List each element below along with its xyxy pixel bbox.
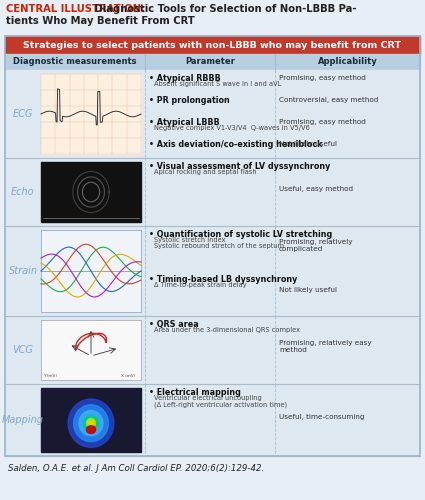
Text: Diagnostic measurements: Diagnostic measurements [13, 58, 137, 66]
Text: • Electrical mapping: • Electrical mapping [149, 388, 241, 397]
Polygon shape [89, 421, 93, 426]
Text: • Atypical RBBB: • Atypical RBBB [149, 74, 221, 83]
Text: X (mV): X (mV) [121, 374, 136, 378]
Text: • Atypical LBBB: • Atypical LBBB [149, 118, 220, 127]
Text: complicated: complicated [279, 246, 323, 252]
Text: Salden, O.A.E. et al. J Am Coll Cardiol EP. 2020;6(2):129-42.: Salden, O.A.E. et al. J Am Coll Cardiol … [8, 464, 264, 473]
Bar [41, 162, 141, 222]
Text: Useful, easy method: Useful, easy method [279, 186, 353, 192]
Bar [5, 384, 420, 456]
Polygon shape [86, 426, 96, 434]
Polygon shape [74, 405, 108, 442]
Text: Promising, relatively: Promising, relatively [279, 239, 352, 245]
Polygon shape [87, 418, 95, 428]
Bar [41, 320, 141, 380]
Text: Y (mV): Y (mV) [43, 374, 57, 378]
Text: Apical rocking and septal flash: Apical rocking and septal flash [154, 169, 257, 175]
Text: Strategies to select patients with non-LBBB who may benefit from CRT: Strategies to select patients with non-L… [23, 40, 402, 50]
Polygon shape [83, 415, 99, 432]
Text: Negative complex V1-V3/V4  Q-waves in V5/V6: Negative complex V1-V3/V4 Q-waves in V5/… [154, 125, 310, 131]
Text: Applicability: Applicability [317, 58, 377, 66]
Text: Absent significant S wave in I and aVL: Absent significant S wave in I and aVL [154, 81, 281, 87]
Bar [41, 162, 141, 222]
Text: Controversial, easy method: Controversial, easy method [279, 97, 378, 103]
Text: Systolic stretch index: Systolic stretch index [154, 237, 226, 243]
Text: • Axis deviation/co-existing hemiblock: • Axis deviation/co-existing hemiblock [149, 140, 323, 149]
Text: Not likely useful: Not likely useful [279, 287, 337, 293]
Text: Promising, easy method: Promising, easy method [279, 74, 366, 80]
Text: Δ Time-to-peak strain delay: Δ Time-to-peak strain delay [154, 282, 246, 288]
Polygon shape [68, 399, 114, 448]
Text: • Quantification of systolic LV stretching: • Quantification of systolic LV stretchi… [149, 230, 332, 239]
Bar [41, 74, 141, 154]
Bar [41, 74, 141, 154]
Text: • Timing-based LB dyssynchrony: • Timing-based LB dyssynchrony [149, 275, 298, 284]
Text: tients Who May Benefit From CRT: tients Who May Benefit From CRT [6, 16, 195, 26]
Text: • QRS area: • QRS area [149, 320, 199, 329]
Text: Mapping: Mapping [2, 415, 44, 425]
Bar [41, 388, 141, 452]
Bar [5, 316, 420, 384]
Bar [5, 36, 420, 456]
Bar [41, 388, 141, 452]
Text: Ventricular electrical uncoupling: Ventricular electrical uncoupling [154, 395, 262, 401]
Bar [5, 54, 420, 70]
Text: Promising, relatively easy: Promising, relatively easy [279, 340, 371, 346]
Text: Area under the 3-dimensional QRS complex: Area under the 3-dimensional QRS complex [154, 327, 300, 333]
Text: Strain: Strain [8, 266, 37, 276]
Bar [5, 226, 420, 316]
Text: • PR prolongation: • PR prolongation [149, 96, 230, 105]
Bar [5, 70, 420, 158]
Bar [5, 158, 420, 226]
Bar [41, 230, 141, 312]
Text: ECG: ECG [13, 109, 33, 119]
Text: Not likely useful: Not likely useful [279, 141, 337, 147]
Text: Parameter: Parameter [185, 58, 235, 66]
Text: (Δ Left-right ventricular activation time): (Δ Left-right ventricular activation tim… [154, 401, 287, 407]
Bar [41, 230, 141, 312]
Text: Useful, time-consuming: Useful, time-consuming [279, 414, 365, 420]
Text: • Visual assessment of LV dyssynchrony: • Visual assessment of LV dyssynchrony [149, 162, 330, 171]
Text: VCG: VCG [13, 345, 34, 355]
Text: Promising, easy method: Promising, easy method [279, 118, 366, 124]
Text: Echo: Echo [11, 187, 35, 197]
Text: Systolic rebound stretch of the septum: Systolic rebound stretch of the septum [154, 243, 284, 249]
Polygon shape [79, 410, 103, 436]
Text: method: method [279, 347, 307, 353]
Bar [5, 36, 420, 54]
Text: CENTRAL ILLUSTRATION:: CENTRAL ILLUSTRATION: [6, 4, 145, 14]
Text: Diagnostic Tools for Selection of Non-LBBB Pa-: Diagnostic Tools for Selection of Non-LB… [91, 4, 357, 14]
Bar [41, 320, 141, 380]
